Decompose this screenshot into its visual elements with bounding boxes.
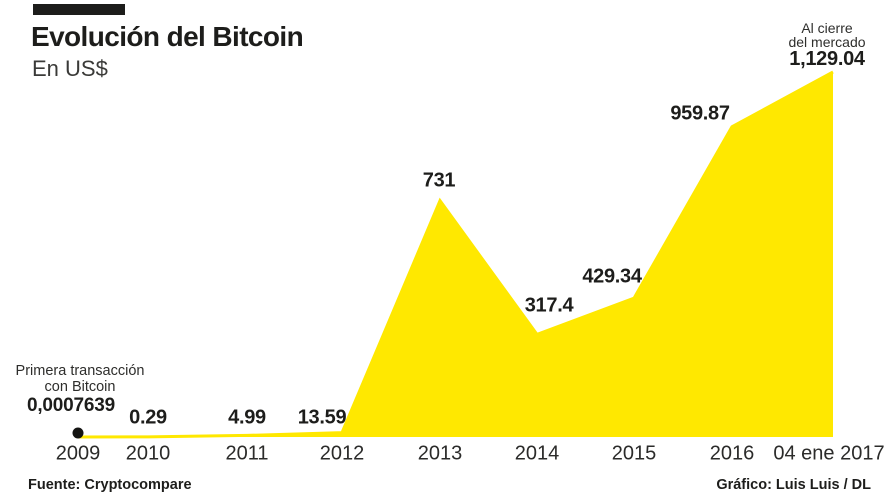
- x-axis-label-2009: 2009: [55, 442, 101, 465]
- first-annotation-line2: con Bitcoin: [44, 379, 116, 395]
- chart-unit-label: En US$: [32, 56, 108, 81]
- first-transaction-dot: [72, 427, 84, 439]
- value-label-2015: 429.34: [582, 265, 642, 288]
- value-label-2016: 959.87: [670, 102, 730, 125]
- first-transaction-annotation: Primera transacción con Bitcoin 0,000763…: [12, 363, 148, 416]
- value-label-2010: 0.29: [129, 406, 167, 429]
- x-axis-label-2016: 2016: [709, 442, 755, 465]
- first-annotation-line1: Primera transacción: [15, 363, 145, 379]
- value-label-2014: 317.4: [524, 294, 574, 317]
- closing-price-value: 1,129.04: [789, 48, 865, 70]
- closing-price-annotation: Al cierre del mercado 1,129.04: [770, 20, 884, 70]
- x-axis-label-04-ene-2017: 04 ene 2017: [773, 442, 885, 465]
- closing-annotation-line1: Al cierre: [801, 20, 853, 36]
- x-axis-label-2010: 2010: [125, 442, 171, 465]
- x-axis-label-2013: 2013: [417, 442, 463, 465]
- value-label-2012: 13.59: [297, 406, 347, 429]
- brand-bar: [33, 4, 125, 15]
- x-axis-label-2012: 2012: [319, 442, 365, 465]
- bitcoin-area-outline: [77, 70, 834, 439]
- graphic-credit: Gráfico: Luis Luis / DL: [716, 477, 871, 493]
- value-label-2011: 4.99: [228, 406, 266, 429]
- value-label-2013: 731: [422, 169, 456, 192]
- first-transaction-value: 0,0007639: [26, 395, 115, 416]
- page-title: Evolución del Bitcoin: [31, 21, 304, 52]
- bitcoin-area: [78, 72, 833, 437]
- closing-annotation-line2: del mercado: [788, 34, 866, 50]
- x-axis-label-2011: 2011: [225, 442, 269, 465]
- x-axis-label-2014: 2014: [514, 442, 560, 465]
- x-axis-label-2015: 2015: [611, 442, 657, 465]
- source-credit: Fuente: Cryptocompare: [28, 477, 192, 493]
